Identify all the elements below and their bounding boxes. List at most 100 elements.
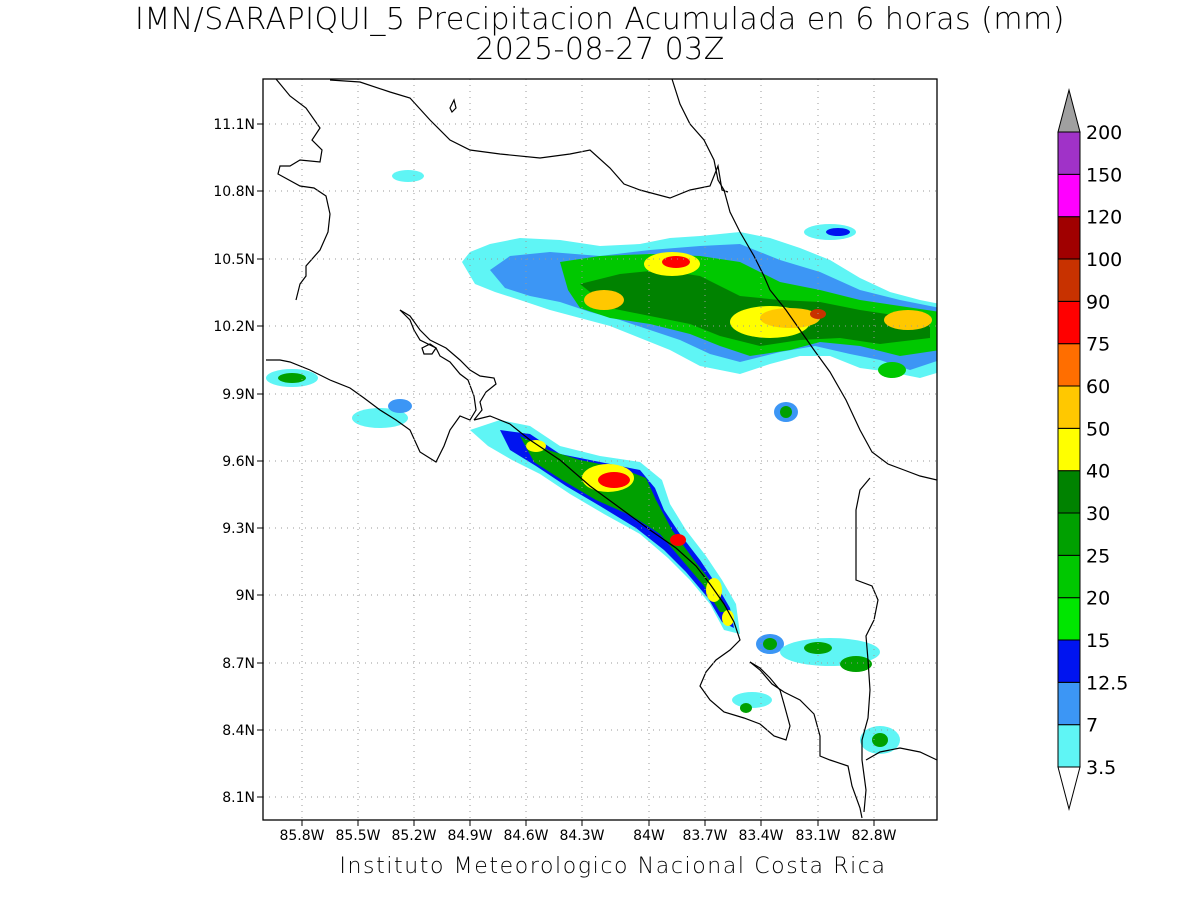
precip-core-s3 <box>670 534 686 546</box>
lon-tick-label: 85.2W <box>391 828 436 844</box>
precip-field <box>266 170 937 754</box>
colorbar-label: 150 <box>1086 164 1122 186</box>
precip-area-south <box>470 420 740 634</box>
lon-tick-label: 84.9W <box>447 828 492 844</box>
precip-core-1b <box>662 256 690 268</box>
colorbar-label: 12.5 <box>1086 672 1128 694</box>
lat-tick-label: 9.9N <box>222 387 255 403</box>
colorbar-label: 50 <box>1086 418 1110 440</box>
gulf-of-nicoya <box>399 309 497 421</box>
lat-tick-label: 9.3N <box>222 521 255 537</box>
precip-core-s5 <box>722 610 734 626</box>
lat-tick-label: 9N <box>236 588 255 604</box>
map-valid-time: 2025-08-27 03Z <box>475 32 725 67</box>
precip-core-s1b <box>598 472 630 488</box>
lat-tick-label: 10.5N <box>213 252 255 268</box>
precip-cell-se2c <box>840 656 872 672</box>
lon-tick-label: 84W <box>633 828 665 844</box>
colorbar-over-triangle <box>1057 88 1081 133</box>
lon-tick-label: 84.6W <box>503 828 548 844</box>
colorbar-box <box>1057 512 1081 556</box>
lake-small <box>449 98 457 114</box>
lon-tick-label: 84.3W <box>559 828 604 844</box>
lon-axis: 85.8W 85.5W 85.2W 84.9W 84.6W 84.3W 84W 83.7W 83… <box>279 820 897 844</box>
burica-peninsula <box>865 747 937 761</box>
precip-core-4 <box>884 310 932 330</box>
colorbar-box <box>1057 554 1081 599</box>
colorbar: 3.5 7 12.5 15 20 25 30 40 50 60 75 90 100 120 150 200 <box>1057 88 1128 811</box>
lat-axis: 11.1N 10.8N 10.5N 10.2N 9.9N 9.6N 9.3N 9N 8.7N 8.… <box>213 117 263 806</box>
lon-tick-label: 83.4W <box>738 828 783 844</box>
precip-cell-se3b <box>872 733 888 747</box>
lon-tick-label: 83.1W <box>795 828 840 844</box>
colorbar-box <box>1057 300 1081 345</box>
colorbar-box <box>1057 385 1081 429</box>
precip-core-5 <box>878 362 906 378</box>
lat-tick-label: 10.8N <box>213 184 255 200</box>
colorbar-label: 20 <box>1086 588 1110 610</box>
lon-tick-label: 85.5W <box>335 828 380 844</box>
footer-credit: Instituto Meteorologico Nacional Costa R… <box>339 854 887 879</box>
precip-cell-se2b <box>804 642 832 654</box>
lat-tick-label: 8.4N <box>222 723 255 739</box>
colorbar-box <box>1057 681 1081 726</box>
precip-core-s2 <box>526 440 546 452</box>
colorbar-label: 60 <box>1086 376 1110 398</box>
osa-peninsula <box>749 661 863 819</box>
grid-lines <box>263 79 937 820</box>
nicaragua-border-line <box>275 79 331 301</box>
colorbar-label: 7 <box>1086 715 1098 737</box>
lake-nicaragua-shore <box>329 79 729 199</box>
colorbar-label: 30 <box>1086 503 1110 525</box>
colorbar-label: 75 <box>1086 334 1110 356</box>
northern-coast <box>671 79 937 481</box>
colorbar-box <box>1057 427 1081 472</box>
precip-core-2 <box>584 290 624 310</box>
precip-cell-w5b <box>780 406 792 418</box>
lon-tick-label: 82.8W <box>851 828 896 844</box>
colorbar-box <box>1057 258 1081 302</box>
nicoya-peninsula <box>266 309 477 463</box>
precip-cell-w1b <box>278 373 306 383</box>
precip-core-3b <box>760 308 820 328</box>
colorbar-label: 25 <box>1086 545 1110 567</box>
colorbar-box <box>1057 597 1081 641</box>
colorbar-box <box>1057 724 1081 768</box>
colorbar-label: 40 <box>1086 461 1110 483</box>
colorbar-label: 120 <box>1086 207 1122 229</box>
lat-tick-label: 8.7N <box>222 656 255 672</box>
coastlines <box>266 79 937 819</box>
precip-area-south-25 <box>520 436 728 612</box>
colorbar-box <box>1057 131 1081 175</box>
colorbar-box <box>1057 639 1081 683</box>
precip-cell-se1b <box>763 638 777 650</box>
precip-cell-se4 <box>732 692 772 708</box>
colorbar-label: 100 <box>1086 249 1122 271</box>
precip-area-south-15 <box>500 430 734 628</box>
lake-small-2 <box>421 343 437 355</box>
colorbar-box <box>1057 470 1081 514</box>
colorbar-label: 15 <box>1086 630 1110 652</box>
colorbar-label: 200 <box>1086 122 1122 144</box>
colorbar-under-triangle <box>1057 766 1081 811</box>
lat-tick-label: 10.2N <box>213 319 255 335</box>
colorbar-box <box>1057 216 1081 260</box>
lon-tick-label: 85.8W <box>279 828 324 844</box>
precip-cell-w2b <box>388 399 412 413</box>
lat-tick-label: 9.6N <box>222 454 255 470</box>
precip-cell-se4b <box>740 703 752 713</box>
colorbar-label: 90 <box>1086 291 1110 313</box>
lat-tick-label: 11.1N <box>213 117 255 133</box>
lon-tick-label: 83.7W <box>682 828 727 844</box>
precip-cell-w4 <box>392 170 424 182</box>
precip-cell-w3b <box>826 228 850 236</box>
panama-border <box>855 477 879 813</box>
map-title: IMN/SARAPIQUI_5 Precipitacion Acumulada … <box>135 2 1065 37</box>
lat-tick-label: 8.1N <box>222 790 255 806</box>
precip-cell-w2 <box>352 408 408 428</box>
colorbar-label: 3.5 <box>1086 757 1116 779</box>
colorbar-box <box>1057 343 1081 387</box>
map-frame <box>262 78 938 821</box>
pacific-coast-south <box>473 415 791 741</box>
